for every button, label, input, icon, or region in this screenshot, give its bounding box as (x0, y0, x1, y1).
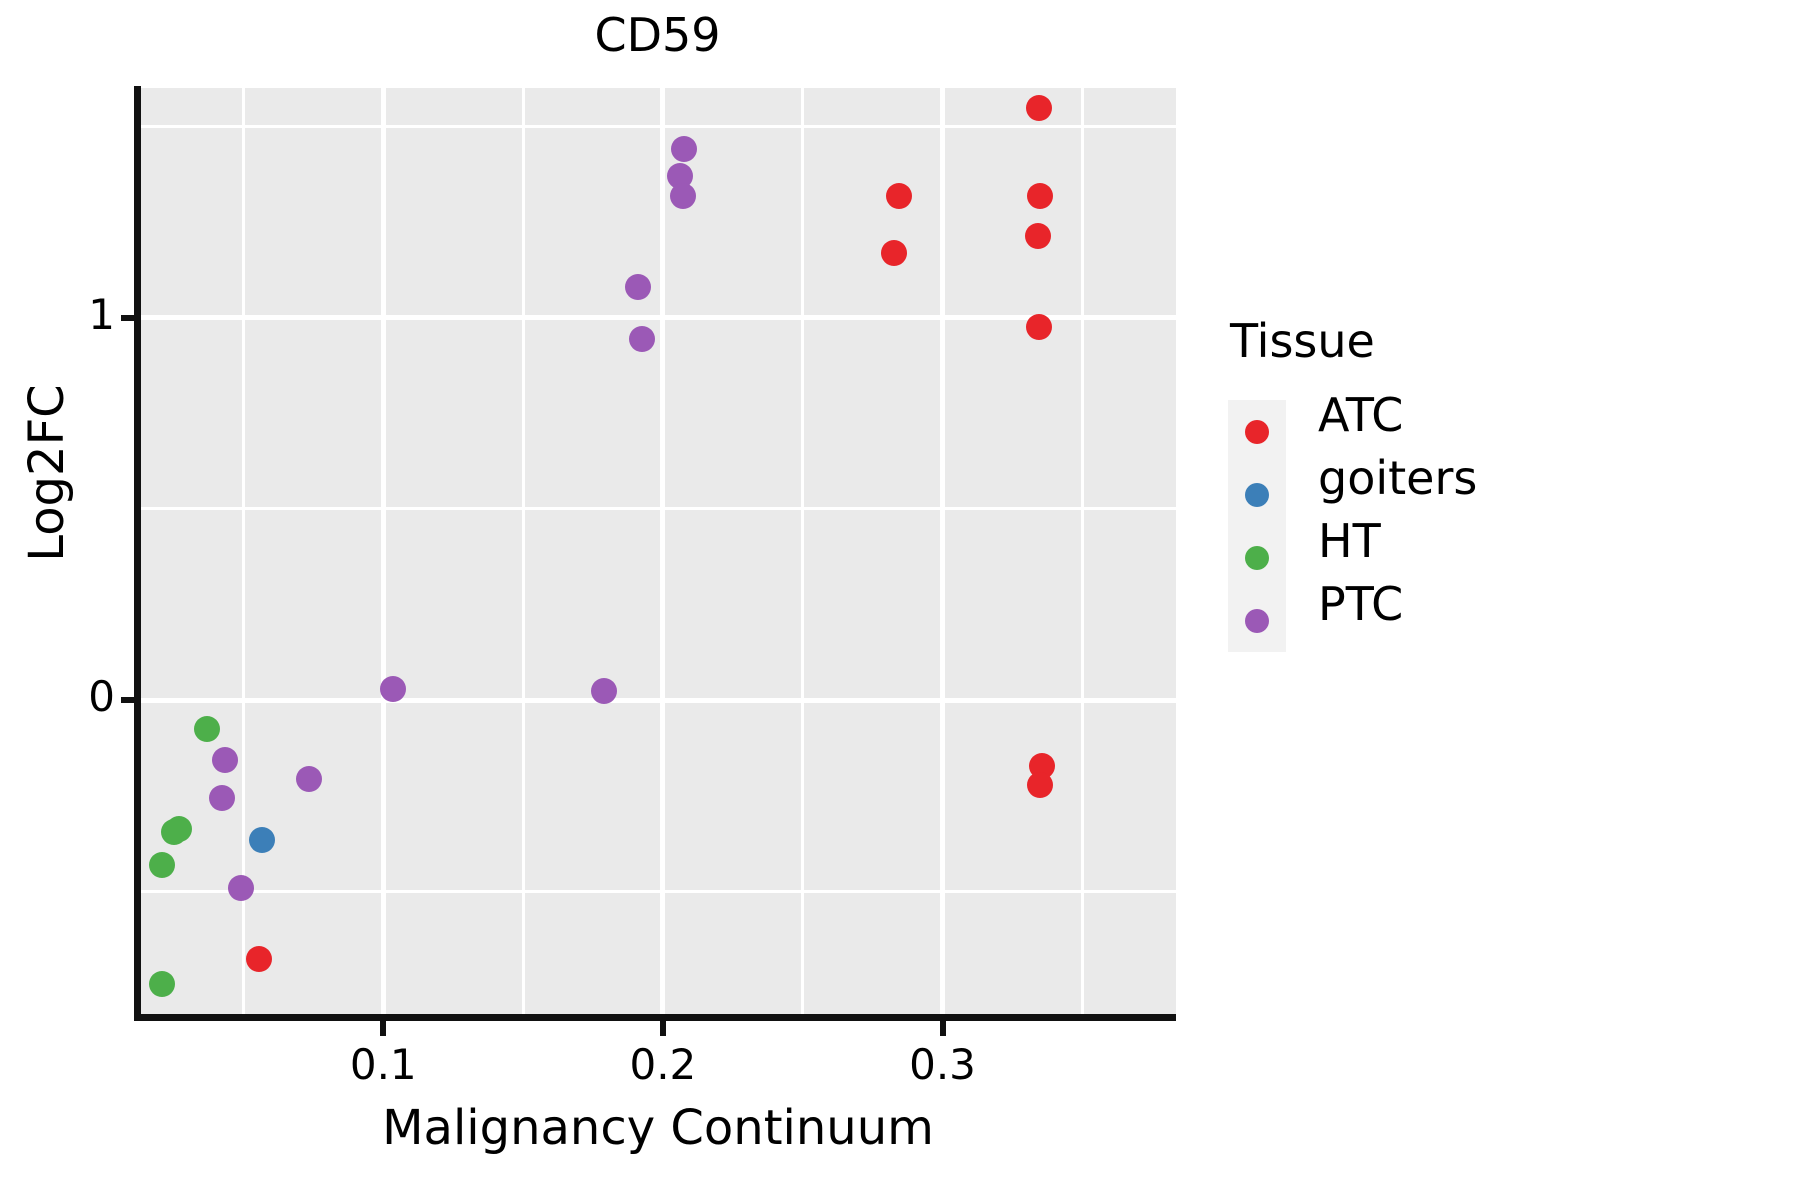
data-point[interactable] (380, 675, 407, 702)
data-point[interactable] (245, 945, 272, 972)
data-point[interactable] (194, 716, 221, 743)
x-axis-label: Malignancy Continuum (382, 1100, 934, 1156)
data-point[interactable] (160, 819, 187, 846)
legend-item-atc[interactable]: ATC (1228, 392, 1628, 463)
gridline-minor-horizontal (140, 507, 1176, 511)
x-axis-tick (380, 1021, 387, 1036)
data-point[interactable] (1027, 182, 1054, 209)
data-point[interactable] (149, 851, 176, 878)
gridline-minor-horizontal (140, 890, 1176, 894)
legend-swatch-icon (1245, 609, 1269, 633)
data-point[interactable] (881, 240, 908, 267)
legend-item-label: PTC (1318, 577, 1404, 631)
legend-item-ht[interactable]: HT (1228, 518, 1628, 589)
data-point[interactable] (249, 827, 276, 854)
gridline-minor-vertical (521, 88, 525, 1018)
y-axis-label: Log2FC (19, 384, 75, 562)
data-point[interactable] (670, 136, 697, 163)
y-tick-label: 0 (88, 672, 115, 722)
gridline-major-vertical (380, 88, 386, 1018)
legend-item-label: goiters (1318, 451, 1478, 505)
data-point[interactable] (209, 784, 236, 811)
gridline-minor-vertical (1080, 88, 1084, 1018)
data-point[interactable] (212, 746, 239, 773)
gridline-minor-vertical (801, 88, 805, 1018)
data-point[interactable] (1024, 223, 1051, 250)
legend-item-label: HT (1318, 514, 1381, 568)
data-point[interactable] (624, 274, 651, 300)
gridline-major-vertical (940, 88, 945, 1018)
x-axis-line (134, 1014, 1176, 1021)
plot-panel (140, 88, 1176, 1018)
x-axis-tick (659, 1021, 666, 1036)
data-point[interactable] (1025, 314, 1052, 341)
legend-swatch-icon (1245, 483, 1269, 507)
gridline-major-horizontal (140, 315, 1176, 321)
gridline-minor-horizontal (140, 124, 1176, 128)
data-point[interactable] (591, 677, 618, 704)
data-point[interactable] (148, 970, 175, 997)
data-point[interactable] (886, 182, 913, 209)
y-axis-tick (121, 697, 135, 704)
data-point[interactable] (227, 874, 254, 901)
gridline-major-vertical (660, 88, 666, 1018)
gridline-major-horizontal (140, 697, 1176, 703)
legend-item-ptc[interactable]: PTC (1228, 581, 1628, 652)
legend-swatch-icon (1245, 420, 1269, 444)
x-axis-tick (939, 1021, 946, 1036)
legend-swatch-icon (1245, 546, 1269, 570)
gridline-minor-vertical (241, 88, 245, 1018)
data-point[interactable] (628, 325, 655, 352)
data-point[interactable] (296, 765, 323, 792)
legend-title: Tissue (1230, 314, 1375, 368)
data-point[interactable] (670, 182, 697, 209)
x-tick-label: 0.3 (909, 1040, 976, 1089)
page-title: CD59 (594, 8, 721, 62)
x-tick-label: 0.2 (629, 1040, 697, 1089)
y-axis-tick (121, 314, 135, 321)
legend-item-label: ATC (1318, 388, 1404, 442)
legend-item-goiters[interactable]: goiters (1228, 455, 1628, 526)
x-tick-label: 0.1 (349, 1040, 417, 1089)
data-point[interactable] (1026, 771, 1053, 798)
legend: Tissue (1228, 318, 1628, 386)
y-axis-line (134, 86, 141, 1020)
y-tick-label: 1 (88, 289, 115, 339)
data-point[interactable] (1025, 95, 1052, 122)
